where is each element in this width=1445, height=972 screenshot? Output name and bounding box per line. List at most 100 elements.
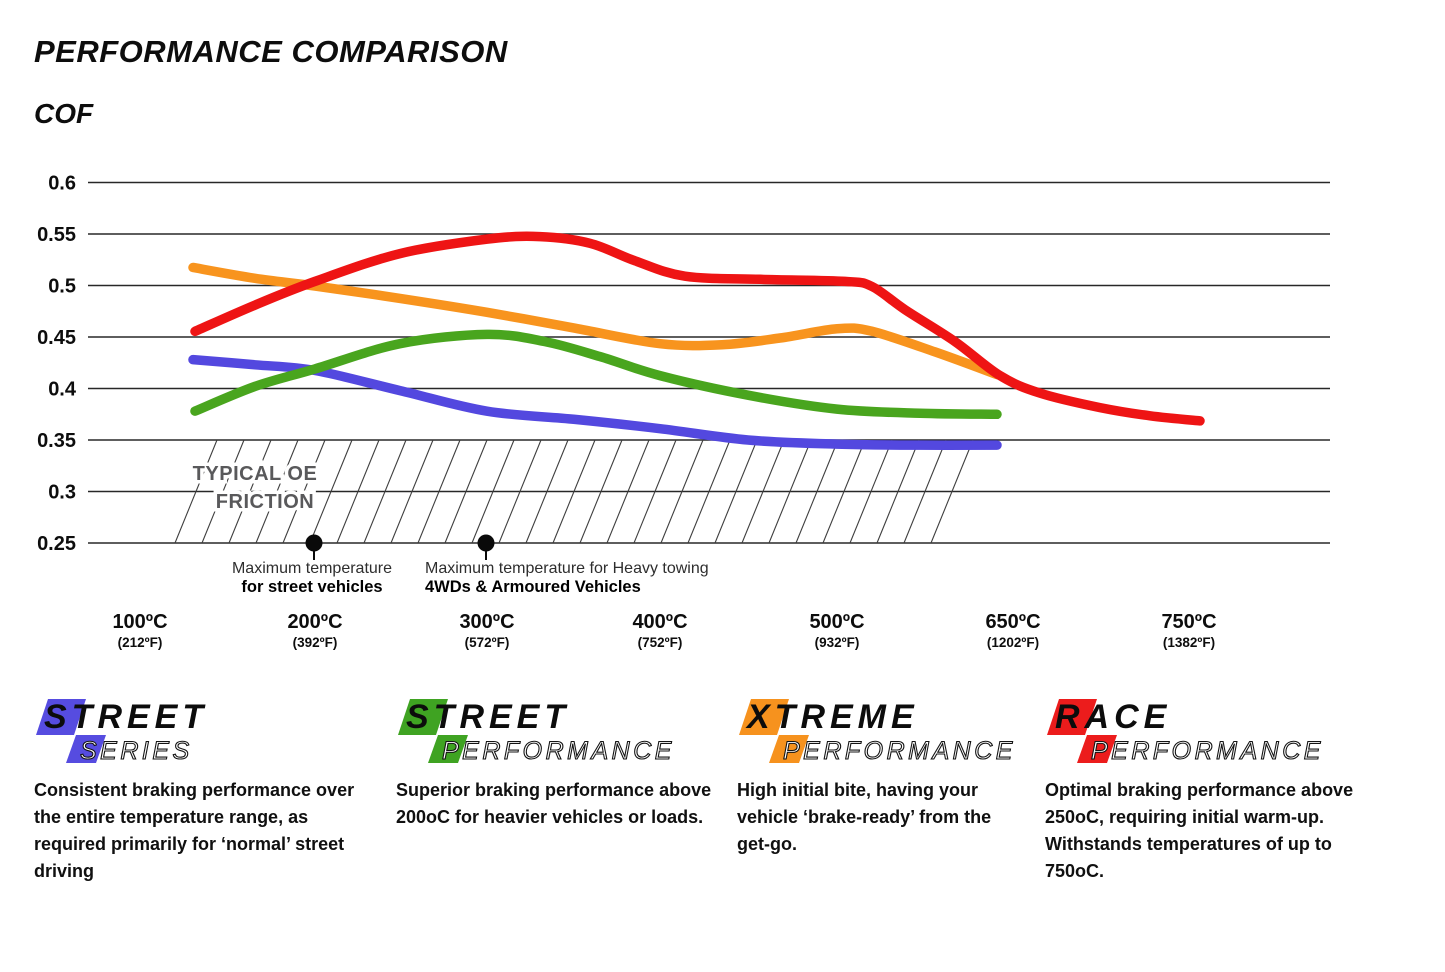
logo-color-block (66, 735, 106, 763)
logo-top-word: STREET (44, 698, 208, 736)
logo-color-block (428, 735, 468, 763)
legend-description: Superior braking performance above 200oC… (396, 780, 712, 827)
x-tick-label-c: 750ºC (1161, 611, 1216, 633)
y-tick-label: 0.5 (48, 276, 76, 298)
hatch-line (282, 439, 326, 544)
y-tick-label: 0.55 (37, 224, 76, 246)
hatch-line (687, 439, 731, 544)
logo-color-block (1077, 735, 1117, 763)
performance-chart: 0.60.550.50.450.40.350.30.25 TYPICAL OE … (37, 173, 1330, 650)
xtreme-performance-logo: XTREME PERFORMANCE (739, 698, 1016, 766)
series-line-street-performance (190, 329, 1002, 420)
hatch-line (390, 439, 434, 544)
hatch-line (606, 439, 650, 544)
hatch-line (849, 439, 893, 544)
legend-description: High initial bite, having your vehicle ‘… (737, 780, 992, 854)
hatch-line (903, 439, 947, 544)
x-tick-label-c: 500ºC (809, 611, 864, 633)
marker2-annotation-line1: Maximum temperature for Heavy towing (425, 560, 709, 577)
typical-oe-friction-hatch (174, 439, 974, 544)
marker-annotations: Maximum temperature for street vehicles … (232, 560, 709, 596)
y-axis-title: COF (34, 98, 94, 129)
page-title: PERFORMANCE COMPARISON (34, 34, 508, 69)
x-tick-label-f: (932ºF) (815, 635, 860, 650)
logo-color-block (398, 699, 448, 735)
hatch-line (714, 439, 758, 544)
logo-color-block (1047, 699, 1097, 735)
y-tick-label: 0.35 (37, 430, 76, 452)
x-tick-label-f: (1202ºF) (987, 635, 1039, 650)
hatch-line (876, 439, 920, 544)
series-line-xtreme-performance (188, 262, 1002, 380)
hatch-line (552, 439, 596, 544)
hatch-line (309, 439, 353, 544)
street-performance-logo: STREET PERFORMANCE (398, 698, 675, 766)
series-line-race-performance (190, 231, 1205, 426)
logo-top-word: STREET (406, 698, 570, 736)
x-tick-label-f: (392ºF) (293, 635, 338, 650)
hatch-line (768, 439, 812, 544)
x-tick-label-f: (1382ºF) (1163, 635, 1215, 650)
y-axis-labels: 0.6 0.55 0.5 0.45 0.4 0.35 0.3 0.25 (37, 173, 77, 556)
legend-race-performance: RACE PERFORMANCE Optimal braking perform… (1045, 697, 1380, 885)
series-lines (188, 231, 1205, 450)
hatch-line (525, 439, 569, 544)
legend-xtreme-performance: XTREME PERFORMANCE High initial bite, ha… (737, 697, 1017, 858)
hatch-line (633, 439, 677, 544)
y-tick-label: 0.4 (48, 379, 77, 401)
y-tick-label: 0.25 (37, 533, 76, 555)
marker2-annotation-line2: 4WDs & Armoured Vehicles (425, 578, 641, 596)
marker-dot (477, 534, 495, 552)
hatch-line (822, 439, 866, 544)
marker1-annotation-line2: for street vehicles (241, 578, 382, 596)
hatch-line (363, 439, 407, 544)
x-tick-label-f: (572ºF) (465, 635, 510, 650)
x-tick-label-c: 400ºC (632, 611, 687, 633)
hatch-line (444, 439, 488, 544)
logo-top-word: RACE (1055, 698, 1171, 736)
x-tick-label-f: (752ºF) (638, 635, 683, 650)
y-tick-label: 0.3 (48, 482, 76, 504)
oe-zone-label-line1: TYPICAL OE (193, 463, 318, 485)
legend-street-series: STREET SERIES Consistent braking perform… (34, 697, 369, 885)
race-performance-logo: RACE PERFORMANCE (1047, 698, 1324, 766)
hatch-line (660, 439, 704, 544)
x-tick-label-c: 650ºC (985, 611, 1040, 633)
legend-description: Consistent braking performance over the … (34, 780, 355, 881)
marker-dot (305, 534, 323, 552)
x-axis-labels: 100ºC (212ºF) 200ºC (392ºF) 300ºC (572ºF) 400º… (112, 611, 1216, 650)
logo-top-word: XTREME (745, 698, 919, 736)
x-tick-label-c: 100ºC (112, 611, 167, 633)
y-tick-label: 0.45 (37, 327, 76, 349)
oe-zone-label-line2: FRICTION (216, 491, 314, 513)
hatch-line (228, 439, 272, 544)
street-series-logo: STREET SERIES (36, 698, 208, 766)
logo-color-block (36, 699, 86, 735)
hatch-line (255, 439, 299, 544)
hatch-line (417, 439, 461, 544)
hatch-line (498, 439, 542, 544)
hatch-line (930, 439, 974, 544)
logo-color-block (739, 699, 789, 735)
hatch-line (201, 439, 245, 544)
legend-street-performance: STREET PERFORMANCE Superior braking perf… (396, 697, 721, 831)
hatch-line (336, 439, 380, 544)
y-tick-label: 0.6 (48, 173, 76, 195)
marker1-annotation-line1: Maximum temperature (232, 560, 392, 577)
hatch-line (174, 439, 218, 544)
hatch-line (471, 439, 515, 544)
temperature-markers (305, 534, 495, 560)
hatch-line (741, 439, 785, 544)
logo-bottom-word: SERIES (80, 737, 193, 765)
logo-bottom-word: PERFORMANCE (442, 737, 675, 765)
logo-bottom-word: PERFORMANCE (1091, 737, 1324, 765)
x-tick-label-c: 200ºC (287, 611, 342, 633)
x-tick-label-c: 300ºC (459, 611, 514, 633)
logo-bottom-word: PERFORMANCE (783, 737, 1016, 765)
legend-description: Optimal braking performance above 250oC,… (1045, 780, 1354, 881)
logo-color-block (769, 735, 809, 763)
x-tick-label-f: (212ºF) (118, 635, 163, 650)
hatch-line (579, 439, 623, 544)
hatch-line (795, 439, 839, 544)
